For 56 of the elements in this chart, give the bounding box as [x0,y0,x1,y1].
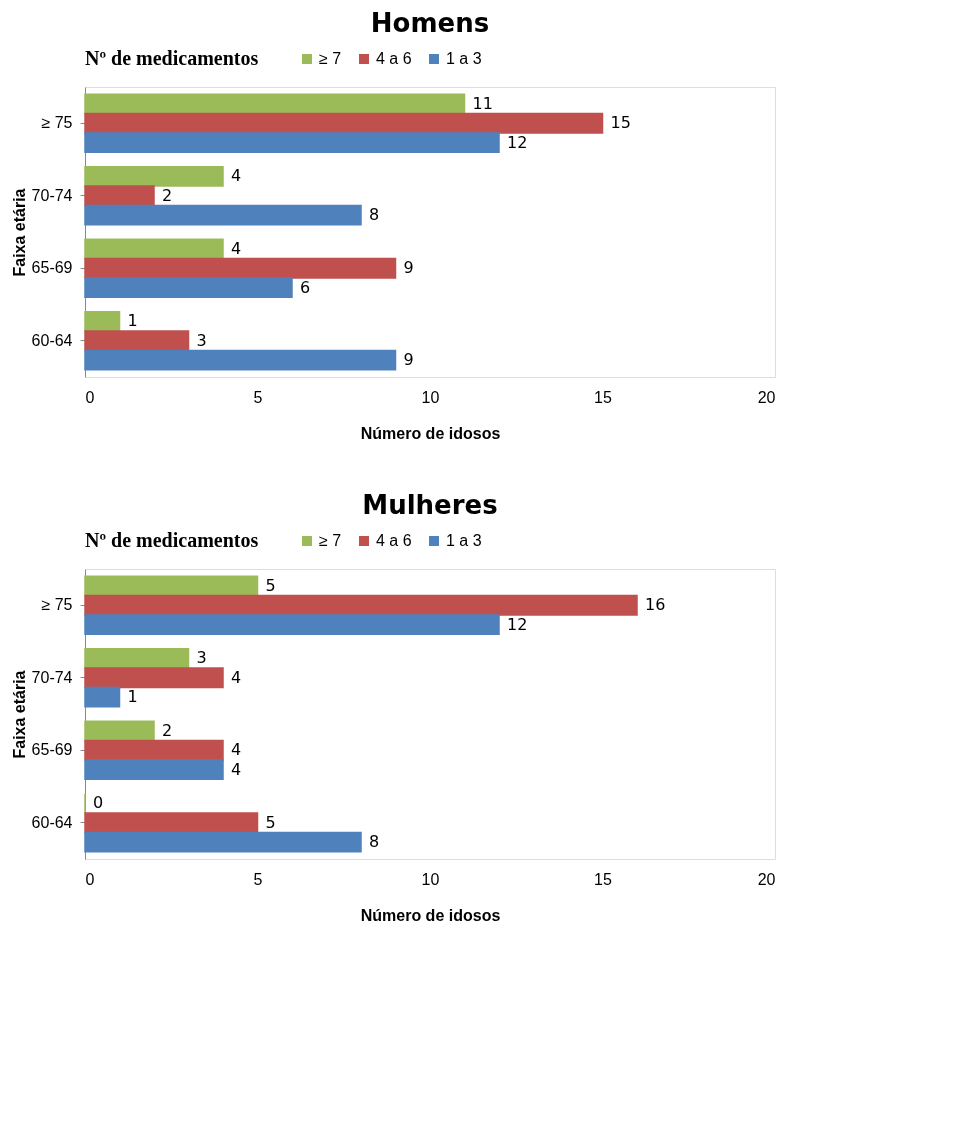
y-axis-title: Faixa etária [10,188,28,277]
data-label: 1 [127,311,138,331]
y-tick-label: 70-74 [31,668,73,686]
x-tick-label: 0 [85,388,95,406]
y-tick-label: 60-64 [31,331,73,349]
legend-label: 4 a 6 [376,532,412,549]
x-tick-label: 15 [594,388,612,406]
data-label: 16 [645,595,666,615]
data-label: 4 [231,166,242,186]
x-tick-label: 0 [85,870,95,888]
legend-title: Nº de medicamentos [85,47,259,69]
data-label: 6 [300,277,311,297]
x-tick-label: 5 [253,388,263,406]
legend-label: ≥ 7 [319,532,342,549]
y-tick-label: 65-69 [31,741,73,759]
x-axis-title: Número de idosos [360,424,501,442]
data-label: 9 [403,258,414,278]
legend-title: Nº de medicamentos [85,529,259,551]
y-tick-label: 70-74 [31,186,73,204]
chart-title: Homens [370,8,490,38]
data-label: 1 [127,687,138,707]
x-tick-label: 20 [757,870,776,888]
y-axis-title: Faixa etária [10,670,28,759]
x-tick-label: 15 [594,870,612,888]
data-label: 5 [265,575,276,595]
data-label: 12 [507,614,528,634]
data-label: 4 [231,667,242,687]
legend-label: 1 a 3 [446,50,482,67]
legend-label: 4 a 6 [376,50,412,67]
data-label: 4 [231,238,242,258]
data-label: 8 [369,205,380,225]
data-label: 3 [196,648,207,668]
x-tick-label: 10 [421,388,440,406]
data-label: 15 [610,113,631,133]
legend-label: ≥ 7 [319,50,342,67]
data-label: 2 [162,185,173,205]
y-tick-label: ≥ 75 [41,114,73,132]
data-label: 8 [369,832,380,852]
data-label: 4 [231,759,242,779]
data-label: 2 [162,720,173,740]
data-label: 0 [93,793,104,813]
y-tick-label: ≥ 75 [41,596,73,614]
data-label: 3 [196,330,207,350]
y-tick-label: 65-69 [31,259,73,277]
x-tick-label: 10 [421,870,440,888]
x-axis-title: Número de idosos [360,906,501,924]
y-tick-label: 60-64 [31,813,73,831]
data-label: 12 [507,132,528,152]
data-label: 5 [265,812,276,832]
chart-title: Mulheres [362,490,498,520]
data-label: 4 [231,740,242,760]
data-label: 11 [472,93,493,113]
legend-label: 1 a 3 [446,532,482,549]
x-tick-label: 5 [253,870,263,888]
data-label: 9 [403,350,414,370]
x-tick-label: 20 [757,388,776,406]
